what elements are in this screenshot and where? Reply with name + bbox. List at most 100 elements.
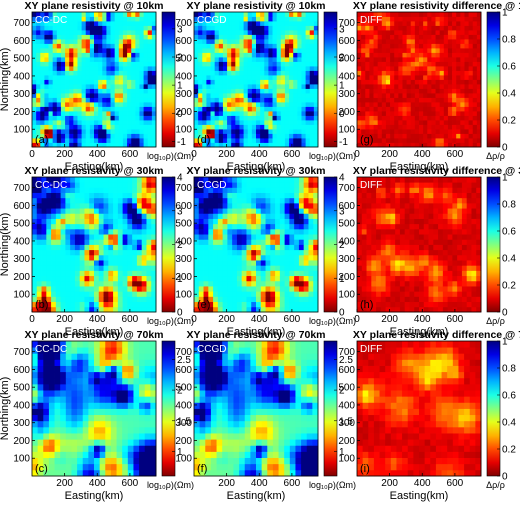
heatmap-cell xyxy=(438,234,444,240)
panel-h: XY plane resistivity difference @ 30kmDI… xyxy=(338,165,520,338)
heatmap-cell xyxy=(289,66,294,71)
heatmap-cell xyxy=(280,88,286,94)
heatmap-cell xyxy=(406,52,412,58)
heatmap-cell xyxy=(227,52,232,58)
heatmap-cell xyxy=(135,133,140,139)
heatmap-cell xyxy=(289,187,295,193)
heatmap-cell xyxy=(132,182,138,188)
heatmap-cell xyxy=(69,84,74,89)
heatmap-cell xyxy=(410,30,416,35)
heatmap-cell xyxy=(227,270,233,277)
heatmap-cell xyxy=(247,115,253,121)
heatmap-cell xyxy=(385,75,391,80)
heatmap-cell xyxy=(131,25,136,31)
heatmap-cell xyxy=(399,306,406,313)
heatmap-cell xyxy=(404,218,410,225)
heatmap-cell xyxy=(452,34,457,40)
heatmap-cell xyxy=(289,52,294,58)
heatmap-cell xyxy=(419,202,425,209)
heatmap-cell xyxy=(433,223,439,230)
heatmap-cell xyxy=(74,218,81,225)
heatmap-cell xyxy=(218,111,224,116)
heatmap-cell xyxy=(147,12,153,17)
heatmap-cell xyxy=(414,70,420,76)
heatmap-cell xyxy=(399,177,406,183)
heatmap-cell xyxy=(74,213,81,219)
y-tick-label: 500 xyxy=(175,54,192,65)
heatmap-cell xyxy=(40,133,45,139)
x-tick-label: 0 xyxy=(354,314,360,325)
heatmap-cell xyxy=(222,239,228,245)
heatmap-cell xyxy=(406,75,412,80)
colorbar-tick-label: 2 xyxy=(177,53,183,64)
heatmap-cell xyxy=(110,84,116,89)
heatmap-cell xyxy=(365,30,370,35)
heatmap-cell xyxy=(48,120,54,125)
heatmap-cell xyxy=(365,70,370,76)
heatmap-cell xyxy=(476,177,482,183)
heatmap-cell xyxy=(36,102,41,107)
heatmap-cell xyxy=(280,120,286,125)
heatmap-cell xyxy=(390,213,396,219)
heatmap-cell xyxy=(293,16,298,22)
heatmap-cell xyxy=(36,260,42,266)
heatmap-cell xyxy=(272,133,278,139)
heatmap-cell xyxy=(298,291,305,297)
heatmap-cell xyxy=(406,57,412,62)
heatmap-cell xyxy=(60,21,66,26)
heatmap-cell xyxy=(89,249,95,256)
heatmap-cell xyxy=(143,70,149,76)
heatmap-cell xyxy=(468,57,474,62)
heatmap-cell xyxy=(94,239,100,245)
heatmap-cell xyxy=(60,187,66,193)
heatmap-cell xyxy=(404,213,410,219)
heatmap-cell xyxy=(377,61,383,67)
heatmap-cell xyxy=(198,291,204,297)
heatmap-cell xyxy=(433,265,439,271)
heatmap-cell xyxy=(106,21,111,26)
heatmap-cell xyxy=(404,192,410,199)
heatmap-cell xyxy=(365,39,370,44)
heatmap-cell xyxy=(276,133,282,139)
heatmap-cell xyxy=(305,70,311,76)
heatmap-cell xyxy=(232,197,238,204)
heatmap-cell xyxy=(464,88,469,94)
heatmap-cell xyxy=(46,270,52,277)
heatmap-cell xyxy=(139,48,144,53)
heatmap-cell xyxy=(313,102,319,107)
heatmap-cell xyxy=(419,115,424,121)
heatmap-cell xyxy=(270,234,276,240)
heatmap-cell xyxy=(141,239,147,245)
heatmap-cell xyxy=(443,138,449,143)
heatmap-cell xyxy=(117,301,124,308)
heatmap-cell xyxy=(431,97,436,103)
heatmap-cell xyxy=(366,249,372,256)
heatmap-cell xyxy=(369,48,374,53)
heatmap-cell xyxy=(313,21,319,26)
heatmap-cell xyxy=(236,301,243,308)
heatmap-cell xyxy=(113,254,119,261)
heatmap-cell xyxy=(94,79,99,85)
heatmap-cell xyxy=(284,187,290,193)
heatmap-cell xyxy=(270,202,276,209)
heatmap-cell xyxy=(202,66,207,71)
heatmap-cell xyxy=(141,275,147,282)
heatmap-cell xyxy=(241,187,247,193)
heatmap-cell xyxy=(77,97,82,103)
panel-tag: CC-DC xyxy=(35,180,67,191)
heatmap-cell xyxy=(222,84,228,89)
heatmap-cell xyxy=(117,280,124,287)
heatmap-cell xyxy=(132,296,138,303)
heatmap-cell xyxy=(94,48,99,53)
heatmap-cell xyxy=(79,280,85,287)
heatmap-cell xyxy=(51,213,57,219)
heatmap-cell xyxy=(303,275,309,282)
heatmap-cell xyxy=(141,260,147,266)
heatmap-cell xyxy=(284,115,290,121)
heatmap-cell xyxy=(294,275,300,282)
heatmap-cell xyxy=(366,202,372,209)
heatmap-cell xyxy=(132,177,138,183)
heatmap-cell xyxy=(52,106,58,112)
heatmap-cell xyxy=(308,192,314,199)
heatmap-cell xyxy=(102,115,107,121)
